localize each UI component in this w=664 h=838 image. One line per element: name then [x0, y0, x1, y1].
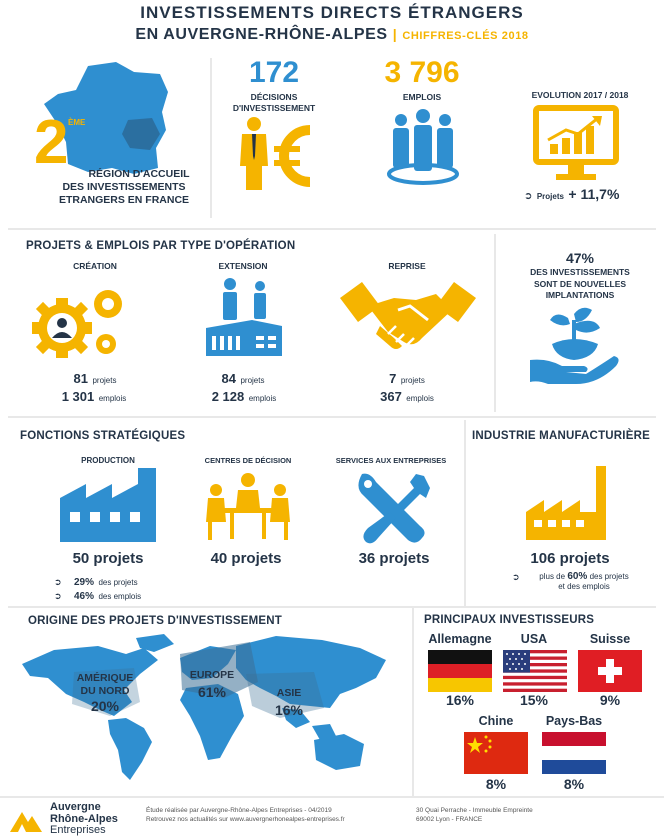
divider [210, 58, 212, 218]
meeting-icon [206, 473, 290, 540]
country-netherlands-name: Pays-Bas [545, 714, 603, 728]
reprise-projects: 7 projets [389, 371, 425, 386]
divider [8, 416, 656, 418]
arrow-icon: ➲ [512, 572, 520, 582]
decisions-label: DÉCISIONS D'INVESTISSEMENT [232, 92, 316, 113]
decision-label: CENTRES DE DÉCISION [204, 456, 292, 465]
evolution-title: EVOLUTION 2017 / 2018 [531, 90, 629, 100]
arrow-icon: ➲ [54, 591, 62, 601]
operations-title: PROJETS & EMPLOIS PAR TYPE D'OPÉRATION [26, 240, 296, 252]
logo-text: Auvergne Rhône-Alpes Entreprises [50, 801, 118, 836]
new-implant-value: 47% [565, 250, 595, 266]
plant-hand-icon [530, 307, 619, 384]
evolution-prefix: Projets [536, 192, 564, 201]
title-line-1: INVESTISSEMENTS DIRECTS ÉTRANGERS [140, 3, 524, 22]
country-germany-value: 16% [445, 692, 475, 708]
creation-gears-icon [32, 290, 122, 358]
tools-icon [358, 473, 430, 544]
creation-projects: 81 projets [73, 371, 117, 386]
creation-label: CRÉATION [73, 261, 117, 271]
reprise-jobs: 367 emplois [380, 389, 434, 404]
switzerland-flag-icon [578, 650, 642, 692]
footer-note: Étude réalisée par Auvergne-Rhône-Alpes … [146, 807, 345, 823]
subtitle: CHIFFRES-CLÉS 2018 [402, 30, 529, 42]
jobs-value: 3 796 [384, 56, 460, 89]
decision-value: 40 projets [210, 550, 282, 567]
production-label: PRODUCTION [81, 456, 135, 465]
country-switzerland-name: Suisse [589, 632, 631, 646]
decisions-value: 172 [248, 56, 300, 89]
industry-value: 106 projets [530, 550, 610, 567]
industry-factory-icon [526, 466, 606, 540]
world-map-icon [22, 634, 386, 780]
industry-text: plus de 60% des projets et des emplois [539, 571, 629, 592]
services-value: 36 projets [358, 550, 430, 567]
evolution-arrow-icon: ➲ [524, 191, 533, 202]
functions-title: FONCTIONS STRATÉGIQUES [20, 430, 186, 442]
growth-chart-icon [533, 105, 619, 180]
evolution-value: + 11,7% [568, 186, 620, 202]
region-europe: EUROPE 61% [189, 669, 235, 700]
investors-title: PRINCIPAUX INVESTISSEURS [424, 614, 595, 626]
country-netherlands-value: 8% [563, 776, 585, 792]
netherlands-flag-icon [542, 732, 606, 774]
china-flag-icon [464, 732, 528, 774]
handshake-icon [340, 282, 476, 349]
region-north-america: AMÉRIQUE DU NORD 20% [76, 672, 134, 714]
evolution-line: ➲ Projets + 11,7% [524, 186, 654, 204]
ranking-number: 2 [34, 108, 69, 177]
france-map-icon [44, 62, 168, 174]
title-separator: | [392, 26, 398, 42]
new-implant-text: DES INVESTISSEMENTS SONT DE NOUVELLES IM… [530, 267, 630, 300]
industry-title: INDUSTRIE MANUFACTURIÈRE [472, 430, 650, 442]
employees-icon [387, 109, 459, 185]
logo-mountain-icon [10, 812, 42, 832]
divider [8, 228, 656, 230]
extension-building-icon [206, 278, 282, 356]
extension-label: EXTENSION [218, 261, 268, 271]
germany-flag-icon [428, 650, 492, 692]
divider [0, 796, 664, 798]
divider [464, 420, 466, 606]
country-usa-name: USA [520, 632, 548, 646]
divider [412, 608, 414, 796]
title-line-2: EN AUVERGNE-RHÔNE-ALPES [135, 26, 388, 43]
investor-euro-icon [240, 117, 311, 190]
footer-address: 30 Quai Perrache - Immeuble Empreinte 69… [416, 807, 533, 823]
arrow-icon: ➲ [54, 577, 62, 587]
origin-title: ORIGINE DES PROJETS D'INVESTISSEMENT [28, 615, 283, 627]
country-usa-value: 15% [519, 692, 549, 708]
country-switzerland-value: 9% [599, 692, 621, 708]
production-stat-1: ➲ 29% des projets [54, 577, 138, 588]
usa-flag-icon [503, 650, 567, 692]
factory-icon [60, 468, 156, 542]
extension-jobs: 2 128 emplois [211, 389, 277, 404]
divider [8, 606, 656, 608]
country-china-value: 8% [485, 776, 507, 792]
region-asia: ASIE 16% [274, 687, 304, 718]
production-stat-2: ➲ 46% des emplois [54, 591, 142, 602]
country-china-name: Chine [478, 714, 514, 728]
country-germany-name: Allemagne [428, 632, 492, 646]
ranking-suffix: ÈME [68, 118, 86, 127]
divider [494, 234, 496, 412]
page-title: INVESTISSEMENTS DIRECTS ÉTRANGERS EN AUV… [0, 3, 664, 44]
extension-projects: 84 projets [221, 371, 265, 386]
ranking-text: RÉGION D'ACCUEIL DES INVESTISSEMENTS ETR… [58, 168, 190, 206]
jobs-label: EMPLOIS [402, 92, 442, 102]
reprise-label: REPRISE [388, 261, 426, 271]
production-value: 50 projets [72, 550, 144, 567]
creation-jobs: 1 301 emplois [61, 389, 127, 404]
services-label: SERVICES AUX ENTREPRISES [335, 456, 447, 465]
